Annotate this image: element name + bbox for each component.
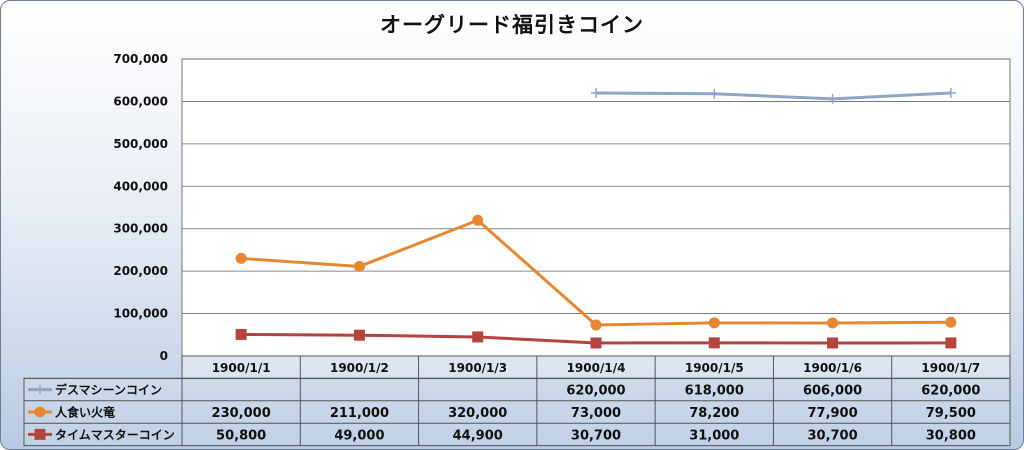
legend-series-name: 人食い火竜 [55, 405, 115, 420]
data-label: 618,000 [685, 384, 744, 399]
data-point-series-3 [353, 329, 365, 341]
data-point-series-2 [353, 260, 365, 272]
data-point-series-1 [591, 87, 601, 98]
data-label: 620,000 [566, 384, 625, 399]
data-label: 78,200 [689, 406, 739, 421]
x-tick-label: 1900/1/1 [212, 361, 271, 375]
y-tick-label: 400,000 [113, 179, 168, 193]
data-point-series-2 [945, 316, 957, 328]
data-point-series-2 [590, 319, 602, 331]
data-table [23, 377, 1011, 447]
series-line-1 [595, 91, 951, 101]
data-label: 44,900 [453, 428, 503, 443]
chart-title: オーグリード福引きコイン [380, 13, 644, 37]
legend-key-marker [34, 406, 46, 418]
y-tick-label: 300,000 [113, 222, 168, 236]
data-label: 49,000 [334, 428, 384, 443]
legend-key-marker [35, 384, 45, 395]
data-label: 230,000 [212, 406, 271, 421]
data-label: 31,000 [689, 428, 739, 443]
data-label: 77,900 [807, 406, 857, 421]
data-label: 30,700 [807, 428, 857, 443]
y-tick-label: 600,000 [113, 94, 168, 108]
y-tick-label: 100,000 [113, 307, 168, 321]
data-label: 50,800 [216, 428, 266, 443]
x-tick-label: 1900/1/4 [567, 361, 626, 375]
data-label: 30,700 [571, 428, 621, 443]
data-point-series-1 [709, 88, 720, 99]
legend-key-marker [34, 428, 46, 440]
data-label: 73,000 [571, 406, 621, 421]
data-point-series-3 [472, 331, 484, 343]
data-point-series-3 [235, 328, 247, 340]
x-tick-label: 1900/1/6 [803, 361, 862, 375]
y-tick-label: 500,000 [113, 137, 168, 151]
x-tick-label: 1900/1/2 [330, 361, 389, 375]
data-point-series-1 [827, 93, 838, 104]
data-label: 79,500 [926, 406, 976, 421]
data-point-series-3 [827, 337, 839, 349]
y-tick-label: 0 [160, 349, 168, 363]
data-point-series-3 [590, 337, 602, 349]
x-tick-label: 1900/1/3 [448, 361, 507, 375]
data-label: 606,000 [803, 384, 862, 399]
plot-area [181, 58, 1011, 357]
data-point-series-2 [708, 317, 720, 329]
data-point-series-2 [235, 252, 247, 264]
y-tick-label: 700,000 [113, 52, 168, 66]
x-tick-label: 1900/1/5 [685, 361, 744, 375]
data-point-series-3 [708, 337, 720, 349]
data-label: 30,800 [926, 428, 976, 443]
data-point-series-3 [945, 337, 957, 349]
data-point-series-1 [945, 87, 956, 98]
data-label: 620,000 [921, 384, 980, 399]
data-label: 320,000 [448, 406, 507, 421]
data-point-series-2 [827, 317, 839, 329]
y-tick-label: 200,000 [113, 264, 168, 278]
x-tick-label: 1900/1/7 [921, 361, 980, 375]
data-label: 211,000 [330, 406, 389, 421]
data-point-series-2 [472, 214, 484, 226]
legend-series-name: タイムマスターコイン [55, 428, 175, 442]
legend-series-name: デスマシーンコイン [55, 382, 162, 397]
